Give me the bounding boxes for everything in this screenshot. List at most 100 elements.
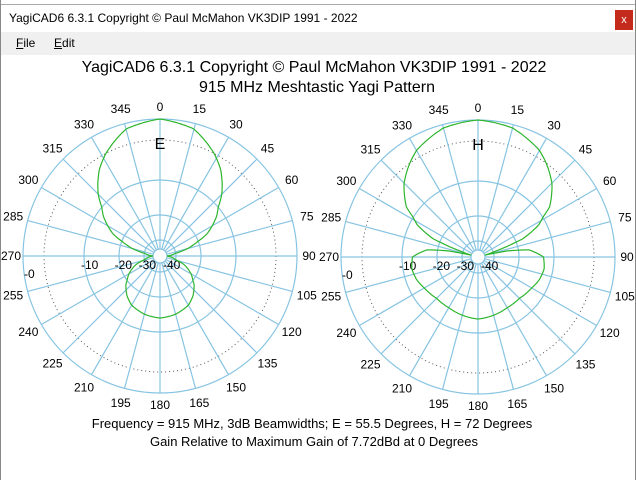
grid-spoke [479,124,515,251]
angle-label: 225 [43,356,63,370]
angle-label: 30 [229,117,243,131]
grid-spoke [165,186,279,254]
angle-label: 105 [615,289,635,303]
menu-edit[interactable]: Edit [54,36,75,50]
plane-label: E [155,136,166,153]
angle-label: 60 [603,174,617,188]
angle-label: 255 [321,289,341,303]
menu-bar: File Edit [1,32,635,55]
grid-spoke [483,259,597,327]
grid-spoke [162,261,230,375]
angle-label: 165 [189,396,209,410]
grid-spoke [479,263,515,390]
grid-spoke [166,257,293,293]
angle-label: 0 [157,100,164,114]
grid-spoke [165,258,279,326]
h-plane-chart: 0 15 30 45 60 75 90 105 120 135 150 165 180 195 210 225… [319,101,635,413]
angle-label: 195 [429,397,449,411]
angle-label: 90 [620,250,634,264]
angle-label: 60 [285,173,299,187]
footer-gain: Gain Relative to Maximum Gain of 7.72dBd… [150,434,479,449]
angle-label: 105 [297,288,317,302]
angle-label: 270 [1,249,21,263]
angle-label: 285 [3,210,23,224]
angle-label: 165 [507,397,527,411]
grid-spoke [164,260,258,354]
grid-spoke [408,138,476,252]
grid-spoke [123,123,159,250]
angle-label: 315 [361,143,381,157]
ring-label: -0 [342,268,353,282]
grid-spoke [41,186,155,254]
plot-subtitle: 915 MHz Meshtastic Yagi Pattern [199,79,435,96]
grid-spoke [484,258,611,294]
grid-spoke [359,259,473,327]
grid-spoke [441,263,477,390]
angle-label: 225 [361,357,381,371]
grid-spoke [345,258,472,294]
angle-label: 75 [618,211,632,225]
angle-label: 30 [547,118,561,132]
angle-label: 330 [74,117,94,131]
grid-spoke [62,158,156,252]
grid-spoke [480,138,548,252]
angle-label: 300 [18,173,38,187]
ring-label: -40 [163,258,181,272]
ring-label: -30 [457,259,475,273]
angle-label: 240 [18,325,38,339]
ring-label: -10 [399,259,417,273]
angle-label: 135 [575,357,595,371]
ring-label: -20 [433,259,451,273]
angle-label: 75 [300,210,314,224]
grid-spoke [161,123,197,250]
angle-label: 210 [74,381,94,395]
radiation-pattern [403,119,553,320]
grid-spoke [27,257,154,293]
grid-spoke [162,137,230,251]
angle-label: 285 [321,211,341,225]
window-title: YagiCAD6 6.3.1 Copyright © Paul McMahon … [9,11,358,25]
ring-label: -30 [139,258,157,272]
grid-spoke [90,261,158,375]
angle-label: 195 [111,396,131,410]
radiation-pattern [97,118,223,319]
angle-label: 300 [336,174,356,188]
angle-label: 345 [111,102,131,116]
angle-label: 315 [43,142,63,156]
angle-label: 210 [392,382,412,396]
grid-spoke [480,262,548,376]
grid-spoke [161,262,197,389]
angle-label: 135 [257,356,277,370]
angle-label: 45 [261,142,275,156]
close-button[interactable]: x [615,10,633,30]
ring-label: -20 [115,258,133,272]
angle-label: 180 [468,399,488,413]
angle-label: 15 [193,102,207,116]
grid-spoke [482,159,576,253]
grid-spoke [441,124,477,251]
angle-label: 255 [3,288,23,302]
grid-spoke [482,261,576,355]
ring-label: -40 [481,259,499,273]
plot-area: YagiCAD6 6.3.1 Copyright © Paul McMahon … [1,59,635,449]
ring-label: -10 [81,258,99,272]
angle-label: 120 [600,326,620,340]
angle-label: 180 [150,398,170,412]
grid-spoke [380,159,474,253]
angle-label: 270 [319,250,339,264]
angle-label: 240 [336,326,356,340]
ring-label: -0 [24,267,35,281]
grid-spoke [345,220,472,256]
e-plane-chart: 0 15 30 45 60 75 90 105 120 135 150 165 180 195 210 225… [1,100,317,412]
grid-spoke [41,258,155,326]
grid-spoke [62,260,156,354]
angle-label: 45 [579,143,593,157]
grid-spoke [164,158,258,252]
angle-label: 330 [392,118,412,132]
title-bar: YagiCAD6 6.3.1 Copyright © Paul McMahon … [1,4,635,33]
menu-file[interactable]: File [16,36,36,50]
grid-spoke [380,261,474,355]
angle-label: 150 [226,381,246,395]
footer-frequency: Frequency = 915 MHz, 3dB Beamwidths; E =… [92,416,533,431]
